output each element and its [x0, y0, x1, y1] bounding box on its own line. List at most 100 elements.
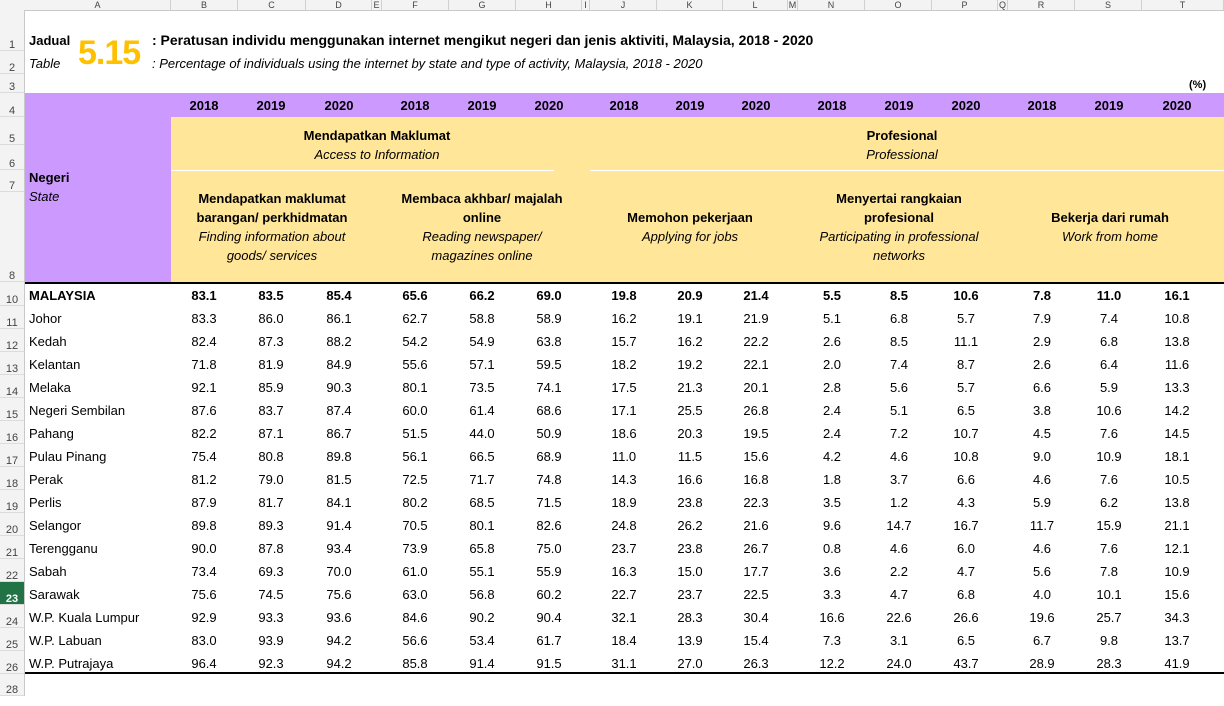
column-header-a[interactable]: A: [25, 0, 171, 10]
data-cell[interactable]: 57.1: [469, 357, 495, 372]
data-cell[interactable]: 7.2: [889, 426, 909, 441]
data-cell[interactable]: 19.6: [1029, 610, 1055, 625]
row-header-16[interactable]: 16: [0, 421, 24, 444]
data-cell[interactable]: 21.9: [743, 311, 769, 326]
data-cell[interactable]: 3.8: [1032, 403, 1052, 418]
data-cell[interactable]: 2.6: [822, 334, 842, 349]
row-header-2[interactable]: 2: [0, 51, 24, 74]
data-cell[interactable]: 89.8: [191, 518, 217, 533]
data-cell[interactable]: 10.6: [1096, 403, 1122, 418]
data-cell[interactable]: 81.7: [258, 495, 284, 510]
data-cell[interactable]: 66.5: [469, 449, 495, 464]
data-cell[interactable]: 6.2: [1099, 495, 1119, 510]
data-cell[interactable]: 59.5: [536, 357, 562, 372]
row-header-18[interactable]: 18: [0, 467, 24, 490]
column-header-n[interactable]: N: [798, 0, 865, 10]
data-cell[interactable]: 80.2: [402, 495, 428, 510]
data-cell[interactable]: 1.2: [889, 495, 909, 510]
data-cell[interactable]: 21.4: [743, 288, 769, 303]
data-cell[interactable]: 4.6: [889, 541, 909, 556]
column-header-c[interactable]: C: [238, 0, 306, 10]
data-cell[interactable]: 15.9: [1096, 518, 1122, 533]
data-cell[interactable]: 73.5: [469, 380, 495, 395]
data-cell[interactable]: 11.1: [953, 334, 979, 349]
data-cell[interactable]: 43.7: [953, 656, 979, 671]
data-cell[interactable]: 20.1: [743, 380, 769, 395]
data-cell[interactable]: 21.3: [677, 380, 703, 395]
data-cell[interactable]: 28.3: [677, 610, 703, 625]
data-cell[interactable]: 10.8: [1164, 311, 1190, 326]
data-cell[interactable]: 7.8: [1032, 288, 1052, 303]
row-header-10[interactable]: 10: [0, 282, 24, 306]
data-cell[interactable]: 19.8: [611, 288, 637, 303]
data-cell[interactable]: 90.0: [191, 541, 217, 556]
data-cell[interactable]: 22.5: [743, 587, 769, 602]
data-cell[interactable]: 15.6: [1164, 587, 1190, 602]
column-header-h[interactable]: H: [516, 0, 582, 10]
data-cell[interactable]: 13.8: [1164, 495, 1190, 510]
data-cell[interactable]: 24.8: [611, 518, 637, 533]
data-cell[interactable]: 22.6: [886, 610, 912, 625]
data-cell[interactable]: 21.6: [743, 518, 769, 533]
column-header-s[interactable]: S: [1075, 0, 1142, 10]
data-cell[interactable]: 5.1: [822, 311, 842, 326]
data-cell[interactable]: 3.7: [889, 472, 909, 487]
data-cell[interactable]: 69.0: [536, 288, 562, 303]
data-cell[interactable]: 4.7: [889, 587, 909, 602]
data-cell[interactable]: 16.1: [1164, 288, 1190, 303]
data-cell[interactable]: 61.4: [469, 403, 495, 418]
data-cell[interactable]: 30.4: [743, 610, 769, 625]
data-cell[interactable]: 87.8: [258, 541, 284, 556]
data-cell[interactable]: 54.2: [402, 334, 428, 349]
data-cell[interactable]: 19.1: [677, 311, 703, 326]
data-cell[interactable]: 92.9: [191, 610, 217, 625]
data-cell[interactable]: 73.9: [402, 541, 428, 556]
data-cell[interactable]: 16.2: [611, 311, 637, 326]
data-cell[interactable]: 74.5: [258, 587, 284, 602]
data-cell[interactable]: 27.0: [677, 656, 703, 671]
data-cell[interactable]: 24.0: [886, 656, 912, 671]
column-header-i[interactable]: I: [582, 0, 590, 10]
column-header-d[interactable]: D: [306, 0, 372, 10]
data-cell[interactable]: 18.6: [611, 426, 637, 441]
row-header-8[interactable]: 8: [0, 192, 24, 282]
data-cell[interactable]: 4.3: [956, 495, 976, 510]
column-header-e[interactable]: E: [372, 0, 382, 10]
data-cell[interactable]: 22.1: [743, 357, 769, 372]
data-cell[interactable]: 15.6: [743, 449, 769, 464]
data-cell[interactable]: 4.2: [822, 449, 842, 464]
data-cell[interactable]: 41.9: [1164, 656, 1190, 671]
data-cell[interactable]: 68.9: [536, 449, 562, 464]
data-cell[interactable]: 68.6: [536, 403, 562, 418]
data-cell[interactable]: 82.2: [191, 426, 217, 441]
data-cell[interactable]: 87.9: [191, 495, 217, 510]
data-cell[interactable]: 3.3: [822, 587, 842, 602]
data-cell[interactable]: 63.8: [536, 334, 562, 349]
data-cell[interactable]: 22.7: [611, 587, 637, 602]
data-cell[interactable]: 84.6: [402, 610, 428, 625]
data-cell[interactable]: 84.9: [326, 357, 352, 372]
data-cell[interactable]: 92.3: [258, 656, 284, 671]
data-cell[interactable]: 10.7: [953, 426, 979, 441]
data-cell[interactable]: 5.7: [956, 311, 976, 326]
data-cell[interactable]: 62.7: [402, 311, 428, 326]
data-cell[interactable]: 90.3: [326, 380, 352, 395]
column-header-j[interactable]: J: [590, 0, 657, 10]
data-cell[interactable]: 85.8: [402, 656, 428, 671]
data-cell[interactable]: 16.2: [677, 334, 703, 349]
row-header-21[interactable]: 21: [0, 536, 24, 559]
data-cell[interactable]: 86.7: [326, 426, 352, 441]
row-header-19[interactable]: 19: [0, 490, 24, 513]
data-cell[interactable]: 2.8: [822, 380, 842, 395]
data-cell[interactable]: 17.5: [611, 380, 637, 395]
row-header-28[interactable]: 28: [0, 674, 24, 696]
data-cell[interactable]: 81.5: [326, 472, 352, 487]
data-cell[interactable]: 10.9: [1096, 449, 1122, 464]
row-header-14[interactable]: 14: [0, 375, 24, 398]
data-cell[interactable]: 83.5: [258, 288, 284, 303]
data-cell[interactable]: 87.3: [258, 334, 284, 349]
row-header-13[interactable]: 13: [0, 352, 24, 375]
data-cell[interactable]: 85.4: [326, 288, 352, 303]
row-header-15[interactable]: 15: [0, 398, 24, 421]
data-cell[interactable]: 84.1: [326, 495, 352, 510]
